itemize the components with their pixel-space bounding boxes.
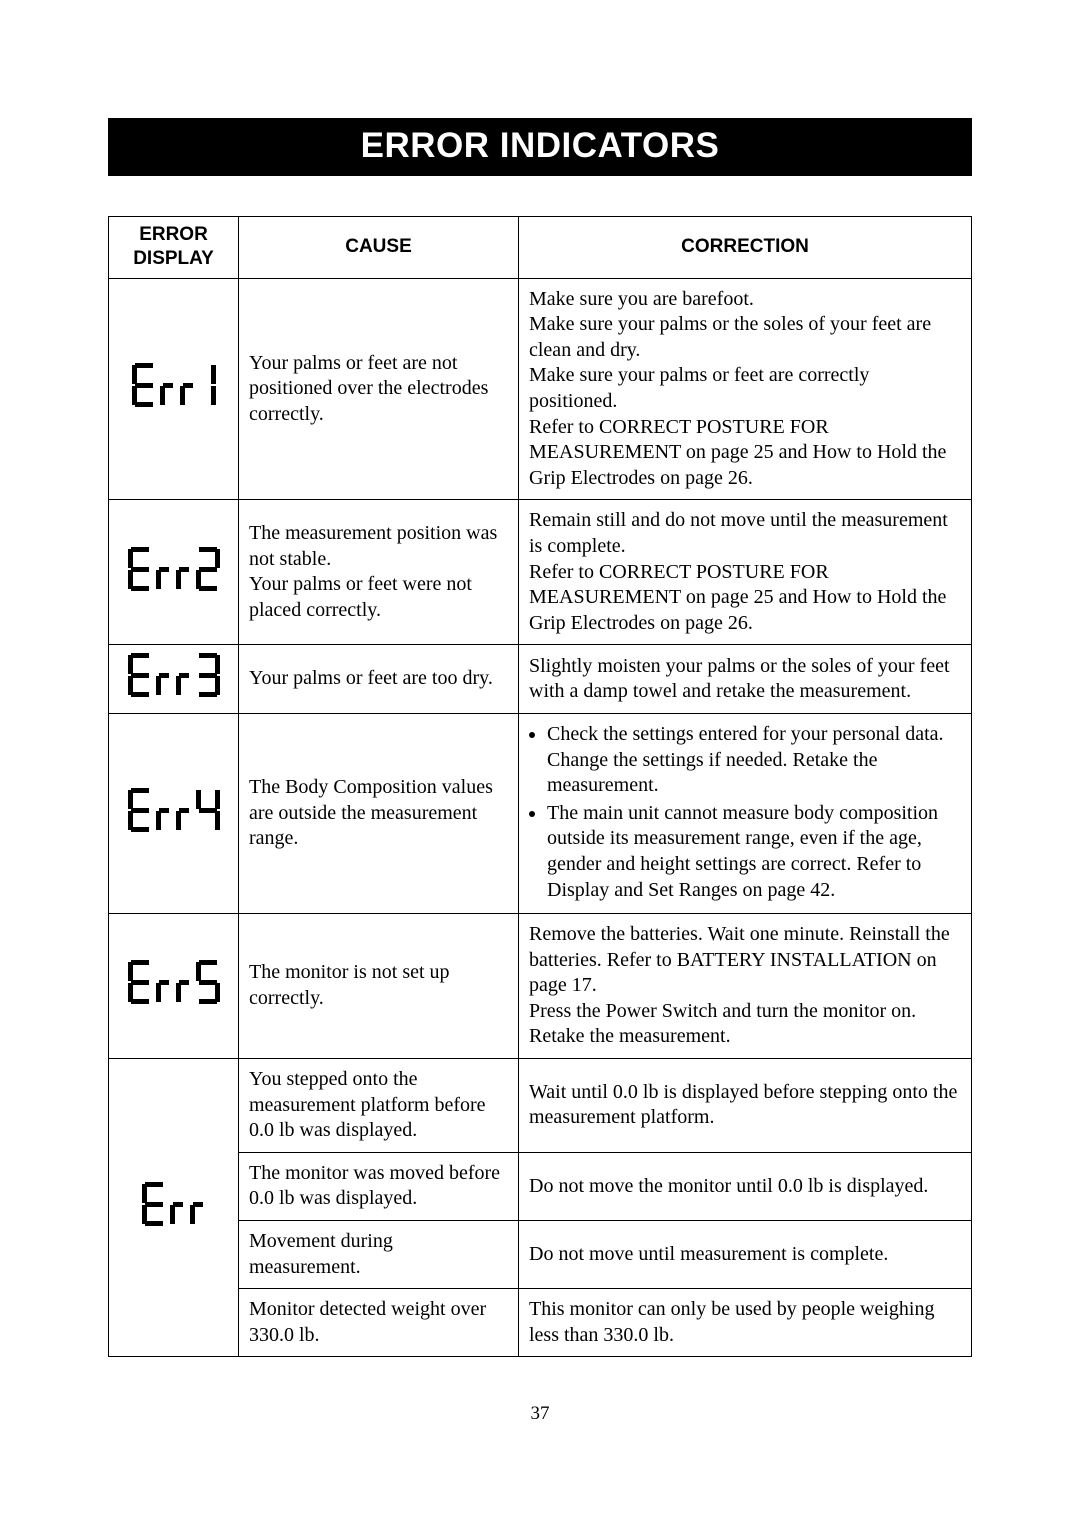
col-header-display: ERROR DISPLAY	[109, 217, 239, 279]
error-display-cell	[109, 914, 239, 1059]
err3-icon	[128, 653, 220, 697]
cause-cell: Movement during measurement.	[239, 1221, 519, 1289]
err5-icon	[128, 960, 220, 1004]
correction-cell: Do not move the monitor until 0.0 lb is …	[519, 1152, 972, 1220]
correction-list: Check the settings entered for your pers…	[529, 722, 961, 903]
page-number: 37	[108, 1403, 972, 1425]
cause-cell: Monitor detected weight over 330.0 lb.	[239, 1289, 519, 1357]
cause-cell: The monitor was moved before 0.0 lb was …	[239, 1152, 519, 1220]
correction-cell: Make sure you are barefoot.Make sure you…	[519, 278, 972, 500]
table-row: Movement during measurement. Do not move…	[109, 1221, 972, 1289]
cause-cell: The monitor is not set up correctly.	[239, 914, 519, 1059]
cause-cell: Your palms or feet are not positioned ov…	[239, 278, 519, 500]
table-row: You stepped onto the measurement platfor…	[109, 1059, 972, 1153]
table-row: The Body Composition values are outside …	[109, 713, 972, 913]
correction-list-item: Check the settings entered for your pers…	[547, 722, 961, 799]
error-display-cell	[109, 1059, 239, 1357]
err2-icon	[128, 547, 220, 591]
error-table: ERROR DISPLAY CAUSE CORRECTION Your palm…	[108, 216, 972, 1357]
error-display-cell	[109, 713, 239, 913]
cause-cell: The measurement position was not stable.…	[239, 500, 519, 645]
correction-cell: Remain still and do not move until the m…	[519, 500, 972, 645]
error-display-cell	[109, 500, 239, 645]
err1-icon	[132, 363, 216, 407]
cause-cell: The Body Composition values are outside …	[239, 713, 519, 913]
page-title: ERROR INDICATORS	[108, 118, 972, 176]
table-row: The monitor is not set up correctly. Rem…	[109, 914, 972, 1059]
correction-cell: Wait until 0.0 lb is displayed before st…	[519, 1059, 972, 1153]
table-row: The monitor was moved before 0.0 lb was …	[109, 1152, 972, 1220]
correction-cell: This monitor can only be used by people …	[519, 1289, 972, 1357]
correction-cell: Do not move until measurement is complet…	[519, 1221, 972, 1289]
correction-cell: Check the settings entered for your pers…	[519, 713, 972, 913]
correction-list-item: The main unit cannot measure body compos…	[547, 801, 961, 903]
correction-cell: Remove the batteries. Wait one minute. R…	[519, 914, 972, 1059]
error-display-cell	[109, 645, 239, 714]
table-row: The measurement position was not stable.…	[109, 500, 972, 645]
table-row: Your palms or feet are too dry. Slightly…	[109, 645, 972, 714]
col-header-correction: CORRECTION	[519, 217, 972, 279]
table-row: Your palms or feet are not positioned ov…	[109, 278, 972, 500]
error-display-cell	[109, 278, 239, 500]
table-header-row: ERROR DISPLAY CAUSE CORRECTION	[109, 217, 972, 279]
cause-cell: You stepped onto the measurement platfor…	[239, 1059, 519, 1153]
cause-cell: Your palms or feet are too dry.	[239, 645, 519, 714]
err4-icon	[128, 788, 220, 832]
table-row: Monitor detected weight over 330.0 lb. T…	[109, 1289, 972, 1357]
col-header-cause: CAUSE	[239, 217, 519, 279]
err-icon	[142, 1182, 206, 1226]
correction-cell: Slightly moisten your palms or the soles…	[519, 645, 972, 714]
